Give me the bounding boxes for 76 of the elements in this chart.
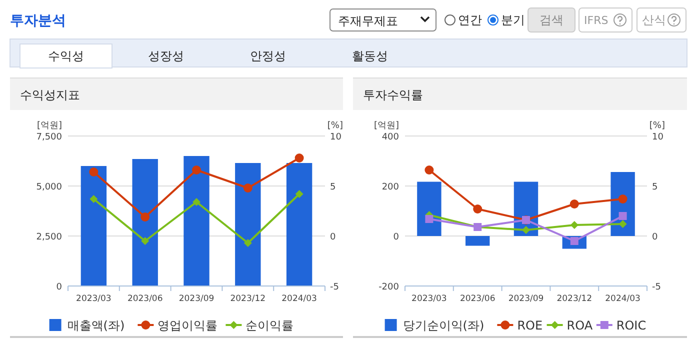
y-tick-label: 200 [382,182,400,192]
text: 활동성 [352,49,388,63]
legend-label: ROIC [616,318,646,332]
y-tick-label: 0 [393,232,400,242]
bar [417,182,442,236]
chart-title: 수익성지표 [20,88,80,102]
y2-tick-label: -5 [652,282,661,292]
point [192,198,200,206]
x-tick-label: 2023/03 [412,294,447,304]
text: 주재무제표 [338,14,398,28]
point [618,194,628,204]
x-tick-label: 2023/09 [508,294,544,304]
text: 산식 [642,13,666,27]
text: 분기 [501,13,525,27]
y-tick-label: -200 [378,282,400,292]
point [570,221,578,229]
y2-tick-label: 10 [652,132,664,142]
y-tick-label: 5,000 [36,182,62,192]
x-tick-label: 2023/06 [460,294,496,304]
legend-label: 매출액(좌) [67,318,125,332]
x-tick-label: 2023/12 [556,294,592,304]
point [295,190,304,198]
bar [466,236,490,246]
x-tick-label: 2024/03 [282,294,317,304]
legend-label: ROE [517,318,543,332]
y2-tick-label: 10 [330,132,342,142]
point [192,166,201,174]
point [473,204,482,214]
bar [184,156,210,286]
y-tick-label: 400 [382,132,400,142]
y2-tick-label: 0 [330,232,336,242]
x-tick-label: 2024/03 [605,294,640,304]
point [243,184,252,192]
point [90,195,98,203]
legend-label: 순이익률 [246,318,294,332]
y-tick-label: 0 [56,282,62,292]
y2-tick-label: 5 [652,182,658,192]
chart-title: 투자수익률 [363,88,423,102]
point [294,154,304,162]
x-tick-label: 2023/06 [127,294,163,304]
text: 투자분석 [10,13,66,29]
legend-label: 당기순이익(좌) [402,318,484,332]
text: 수익성 [48,49,84,63]
text: IFRS [584,14,608,27]
point [424,166,434,174]
bar [286,163,312,286]
point [570,200,579,208]
legend-label: ROA [566,318,594,332]
point [425,215,434,223]
x-tick-label: 2023/09 [178,294,214,304]
bar [80,166,107,286]
y-tick-label: 2,500 [36,232,62,242]
point [141,237,150,245]
y-axis-title: [억원] [374,121,399,131]
point [522,226,530,234]
text: 검색 [540,13,564,27]
point [140,212,150,222]
point [618,212,627,220]
x-tick-label: 2023/03 [76,294,112,304]
text: 안정성 [250,49,286,63]
y2-axis-title: [%] [327,121,343,131]
x-tick-label: 2023/12 [230,294,266,304]
y-axis-title: [억원] [36,121,62,131]
y2-axis-title: [%] [649,121,665,131]
point [618,220,627,228]
point [89,168,98,176]
y2-tick-label: -5 [330,282,339,292]
y-tick-label: 7,500 [36,132,62,142]
y2-tick-label: 5 [330,182,336,192]
text: 성장성 [148,49,184,63]
legend-label: 영업이익률 [158,318,218,332]
point [244,239,252,247]
bar [132,159,158,286]
bar [235,163,261,286]
y2-tick-label: 0 [652,232,658,242]
text: 연간 [458,13,482,27]
